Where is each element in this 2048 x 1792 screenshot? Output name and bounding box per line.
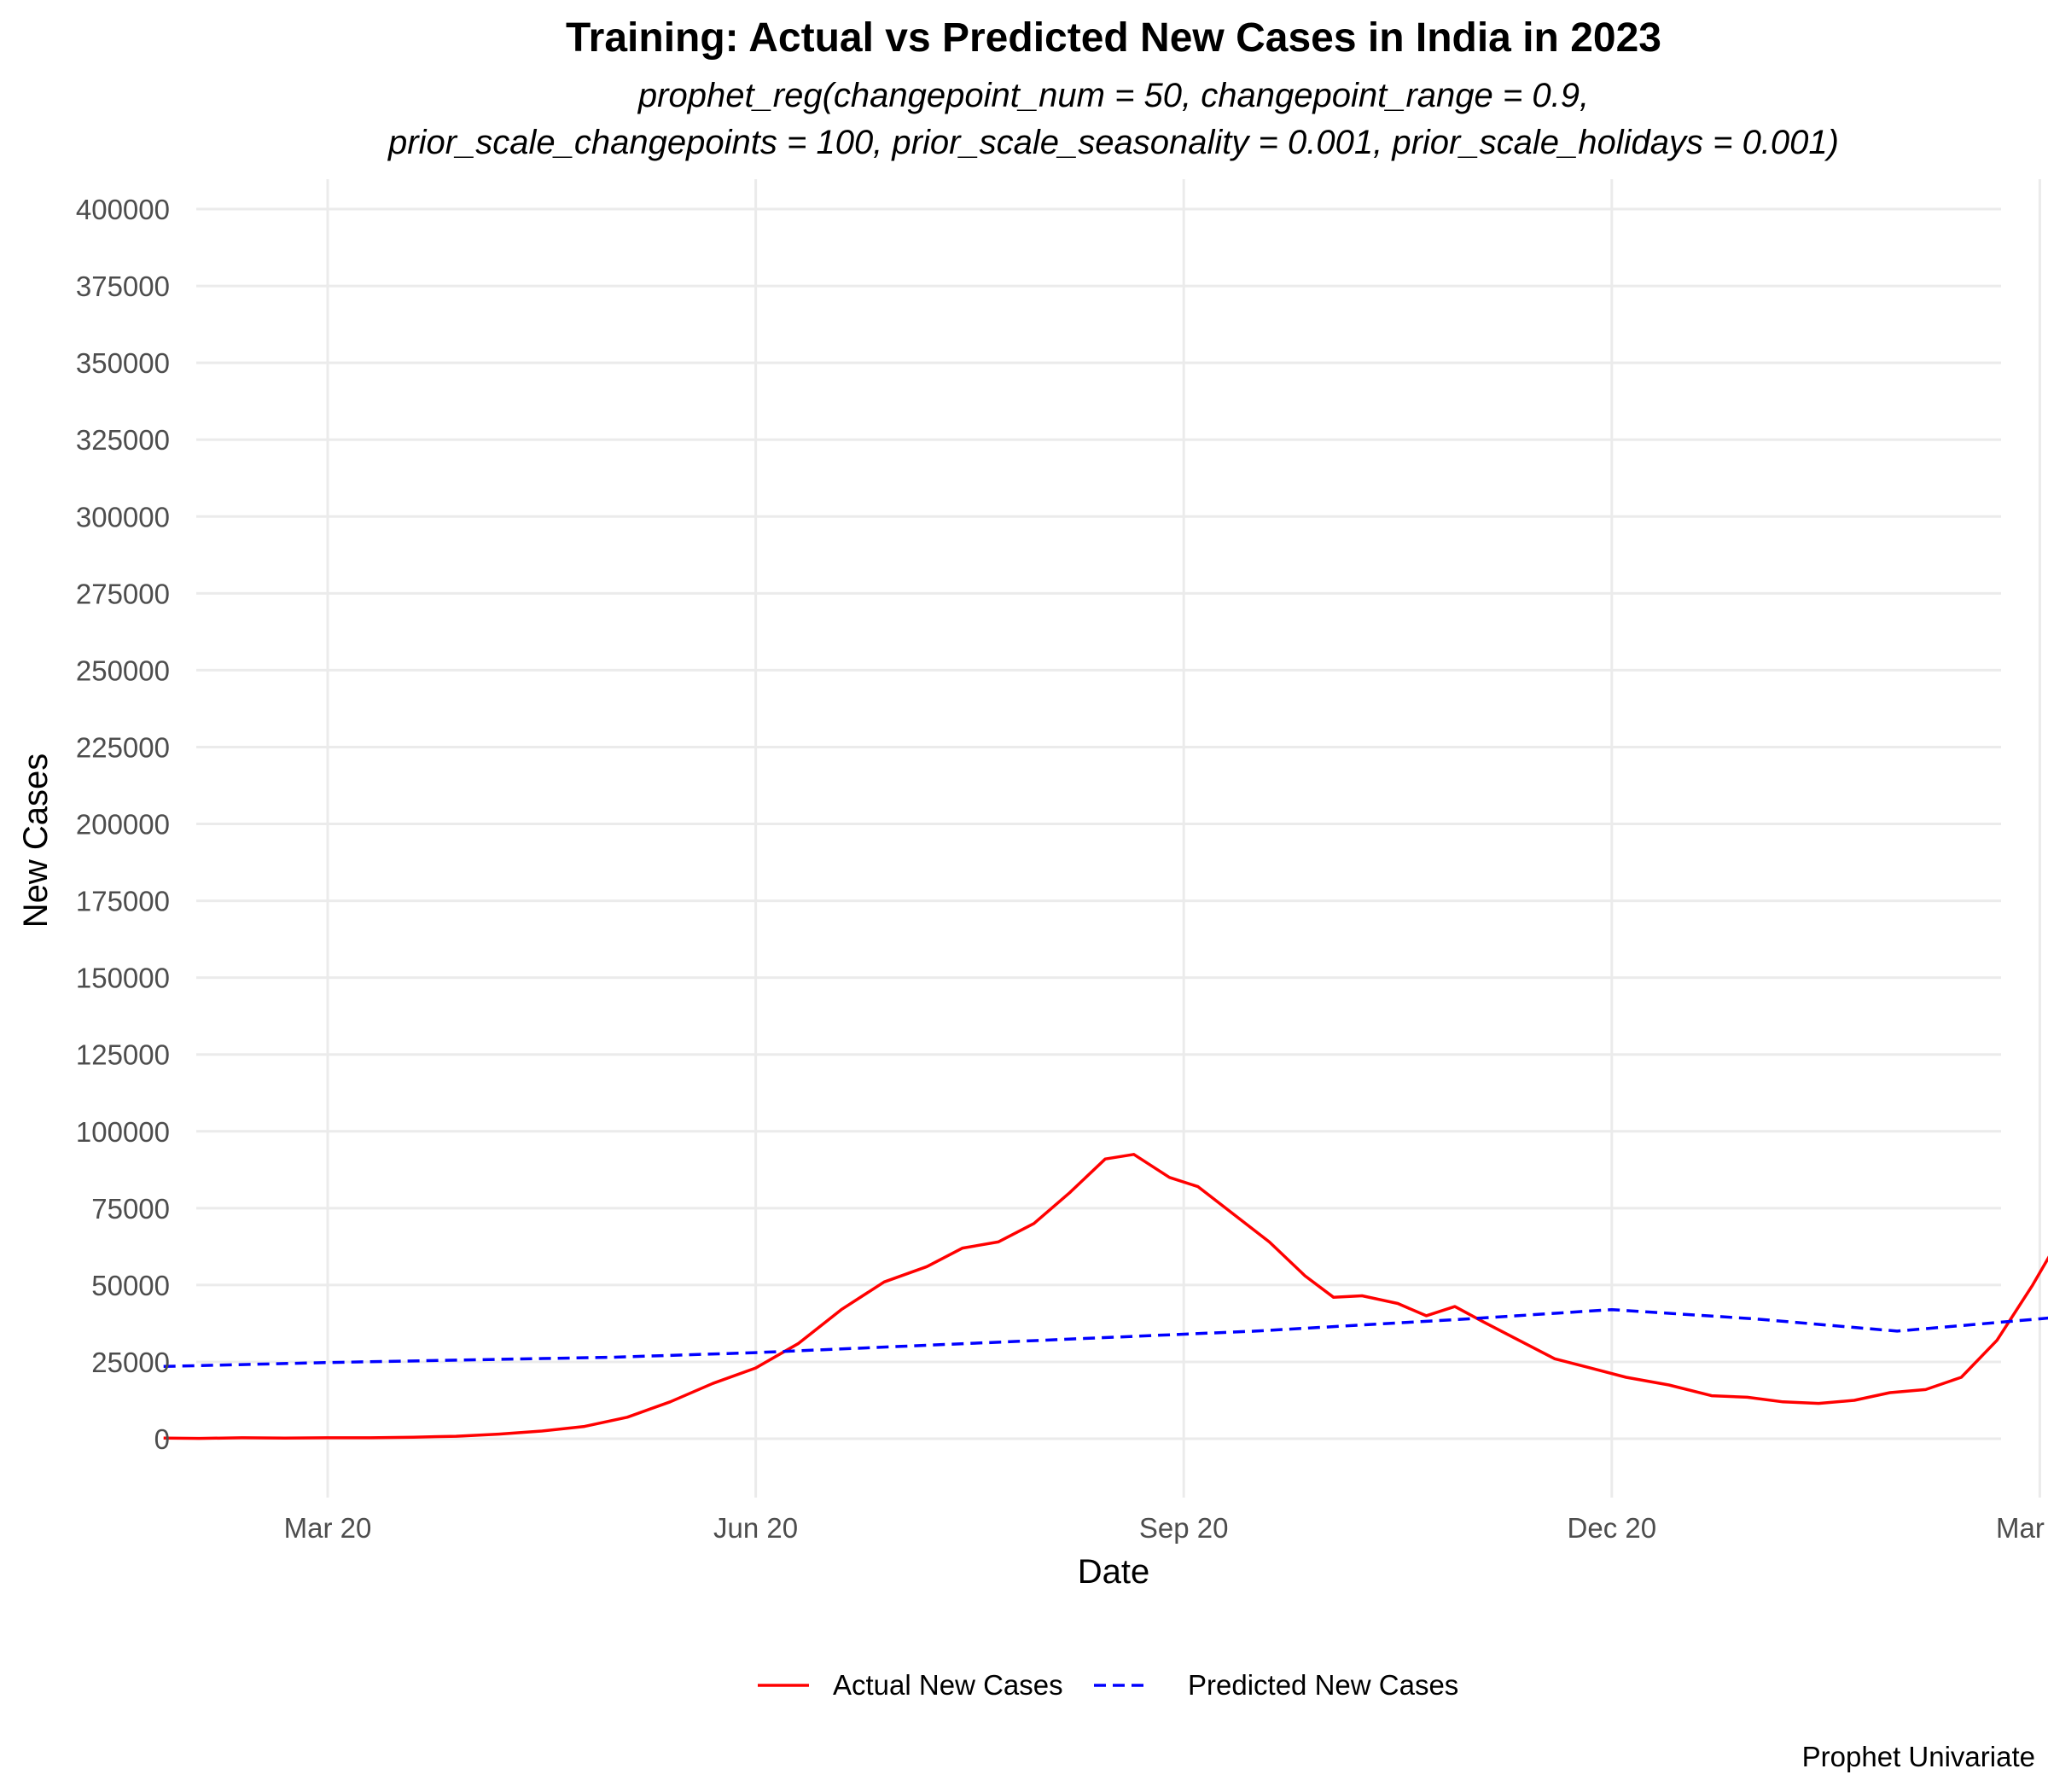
y-tick-label-325000: 325000 bbox=[76, 424, 170, 456]
chart-caption: Prophet Univariate bbox=[1802, 1741, 2035, 1772]
x-tick-label-1: Jun 20 bbox=[713, 1512, 798, 1544]
y-tick-label-350000: 350000 bbox=[76, 347, 170, 379]
y-tick-label-225000: 225000 bbox=[76, 731, 170, 763]
grid bbox=[196, 179, 2041, 1498]
x-tick-label-0: Mar 20 bbox=[284, 1512, 372, 1544]
x-axis-title: Date bbox=[1078, 1553, 1150, 1591]
legend-label-actual: Actual New Cases bbox=[833, 1669, 1063, 1701]
y-tick-label-150000: 150000 bbox=[76, 963, 170, 994]
chart-subtitle-line-1: prophet_reg(changepoint_num = 50, change… bbox=[637, 77, 1589, 114]
x-tick-label-2: Sep 20 bbox=[1139, 1512, 1229, 1544]
y-tick-label-125000: 125000 bbox=[76, 1039, 170, 1071]
y-axis-ticks: 0 25000 50000 75000 100000 125000 150000 175000… bbox=[76, 194, 170, 1455]
y-tick-label-100000: 100000 bbox=[76, 1116, 170, 1148]
y-tick-label-0: 0 bbox=[154, 1423, 170, 1455]
y-tick-label-250000: 250000 bbox=[76, 655, 170, 686]
y-tick-label-400000: 400000 bbox=[76, 194, 170, 225]
legend: Actual New Cases Predicted New Cases bbox=[758, 1669, 1458, 1701]
x-tick-label-4: Mar 21 bbox=[1996, 1512, 2048, 1544]
y-axis-title: New Cases bbox=[17, 753, 55, 928]
y-tick-label-200000: 200000 bbox=[76, 809, 170, 841]
y-tick-label-300000: 300000 bbox=[76, 501, 170, 532]
y-tick-label-50000: 50000 bbox=[91, 1270, 170, 1301]
x-tick-label-3: Dec 20 bbox=[1568, 1512, 1657, 1544]
chart-title: Training: Actual vs Predicted New Cases … bbox=[566, 15, 1661, 61]
series-line-actual bbox=[163, 1153, 2048, 1440]
y-tick-label-375000: 375000 bbox=[76, 271, 170, 302]
y-tick-label-25000: 25000 bbox=[91, 1347, 170, 1378]
y-tick-label-175000: 175000 bbox=[76, 886, 170, 917]
y-tick-label-275000: 275000 bbox=[76, 578, 170, 609]
y-tick-label-75000: 75000 bbox=[91, 1193, 170, 1225]
legend-label-predicted: Predicted New Cases bbox=[1188, 1669, 1458, 1701]
series-layer bbox=[163, 1153, 2048, 1440]
chart-subtitle-line-2: prior_scale_changepoints = 100, prior_sc… bbox=[387, 124, 1839, 161]
series-line-predicted bbox=[163, 1307, 2048, 1369]
